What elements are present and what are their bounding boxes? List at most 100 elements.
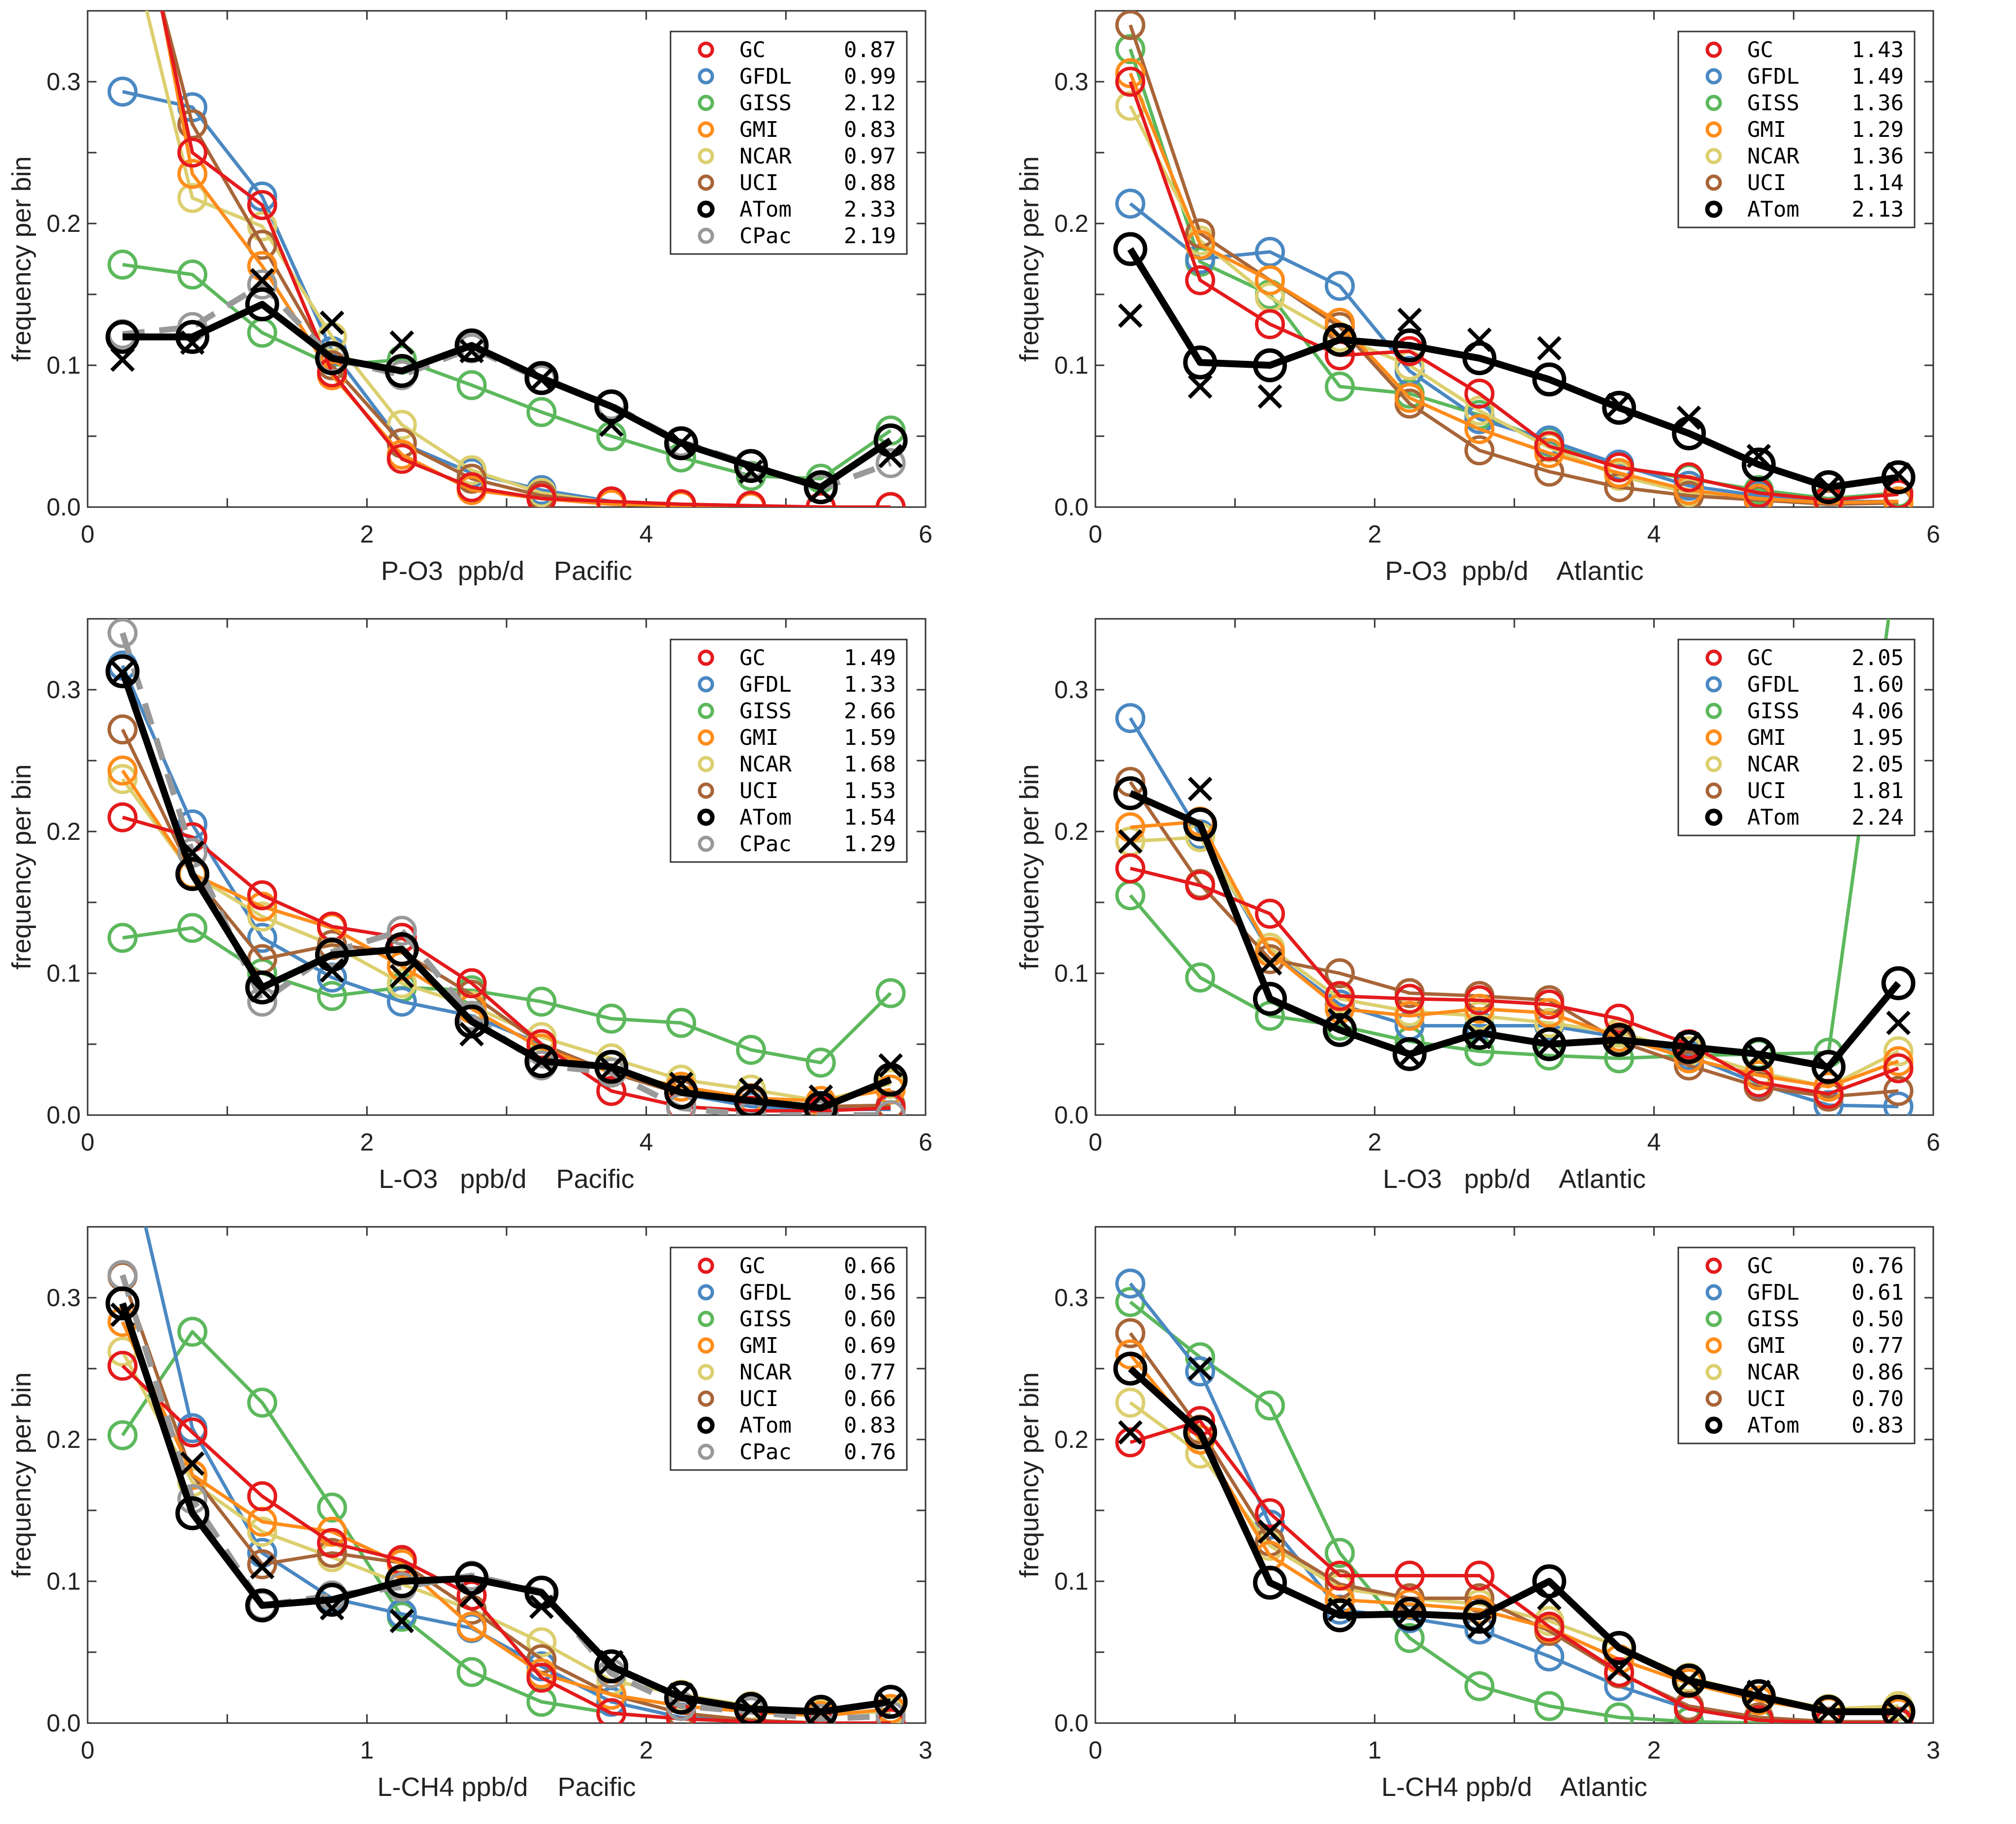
series-line-uci	[161, 11, 891, 507]
legend-item-gmi: GMI 0.83	[698, 117, 896, 142]
marker-gc	[456, 472, 487, 503]
atom-x-marker	[180, 1451, 205, 1476]
marker-gc	[1534, 1611, 1565, 1642]
legend-item-ncar: NCAR 1.68	[698, 752, 896, 777]
marker-gc	[1324, 1560, 1355, 1591]
legend-value: 2.66	[844, 699, 896, 724]
marker-gc	[386, 444, 417, 474]
legend-label: ATom	[1747, 1413, 1799, 1438]
legend-item-gmi: GMI 1.95	[1705, 725, 1904, 750]
marker-atom	[1602, 1023, 1636, 1057]
legend-value: 0.56	[844, 1280, 896, 1305]
atom-x-marker	[1606, 392, 1632, 417]
atom-x-marker	[1537, 336, 1562, 361]
atom-x-marker	[738, 1077, 764, 1102]
legend-label: GC	[1747, 37, 1773, 63]
marker-gmi	[1255, 265, 1285, 295]
legend-label: UCI	[1747, 778, 1786, 803]
legend-value: 1.49	[844, 645, 896, 671]
series-line-atom	[122, 301, 893, 491]
series-group	[105, 1227, 908, 1723]
legend-label: UCI	[1747, 170, 1786, 195]
panel-top-left: 0 2 4 6 0.0 0.1 0.2 0.3 P-O3 ppb/d Pacific freque…	[0, 0, 1008, 608]
x-tick-label: 3	[919, 1736, 932, 1764]
marker-giss	[177, 1316, 208, 1347]
x-axis-label: L-O3 ppb/d Atlantic	[1383, 1164, 1646, 1194]
marker-atom	[384, 354, 419, 388]
legend-label: ATom	[739, 805, 792, 830]
x-tick-label: 6	[1926, 520, 1940, 548]
atom-x-marker	[1816, 1699, 1841, 1723]
legend-item-gc: GC 1.43	[1705, 37, 1904, 63]
atom-x-marker	[599, 1650, 624, 1674]
legend-value: 0.99	[844, 64, 896, 89]
legend-value: 0.50	[1852, 1307, 1904, 1332]
marker-giss	[107, 250, 138, 280]
atom-x-marker	[1537, 1032, 1562, 1056]
legend-value: 2.13	[1852, 197, 1904, 222]
atom-x-marker	[110, 347, 135, 372]
legend-label: GC	[739, 1253, 766, 1279]
marker-gmi	[456, 1611, 487, 1642]
panel-middle-left: 0 2 4 6 0.0 0.1 0.2 0.3 L-O3 ppb/d Pacific freque…	[0, 608, 1008, 1216]
legend-label: UCI	[1747, 1386, 1786, 1411]
legend-label: NCAR	[1747, 1360, 1799, 1385]
marker-ncar	[526, 1022, 557, 1053]
marker-atom	[1392, 1037, 1427, 1071]
legend-label: GISS	[1747, 91, 1799, 116]
series-group	[1113, 1268, 1916, 1723]
atom-x-marker	[250, 978, 275, 1003]
marker-gfdl	[386, 987, 417, 1017]
legend-item-uci: UCI 0.66	[698, 1386, 896, 1411]
legend-marker-icon	[1705, 676, 1722, 693]
legend-label: GFDL	[1747, 672, 1799, 697]
legend-label: ATom	[1747, 805, 1799, 830]
x-tick-label: 1	[360, 1736, 374, 1764]
marker-gc	[1464, 985, 1495, 1016]
x-tick-label: 0	[81, 1128, 95, 1156]
marker-atom	[175, 1496, 210, 1531]
marker-atom	[734, 1692, 768, 1723]
legend-marker-icon	[697, 1416, 715, 1434]
atom-x-marker	[180, 840, 205, 865]
atom-x-marker	[1397, 1043, 1422, 1068]
legend-value: 1.60	[1852, 672, 1904, 697]
legend-marker-icon	[1705, 200, 1723, 218]
legend-marker-icon	[1705, 68, 1722, 85]
legend-marker-icon	[698, 1337, 714, 1354]
marker-gmi	[1464, 414, 1495, 445]
x-tick-label: 4	[1647, 1128, 1661, 1156]
legend-item-giss: GISS 0.60	[698, 1307, 896, 1332]
series-group	[105, 619, 908, 1115]
atom-x-marker	[1118, 1420, 1143, 1445]
marker-uci	[456, 463, 487, 494]
legend-item-cpac: CPac 2.19	[698, 224, 896, 249]
atom-x-marker	[459, 339, 484, 364]
x-tick-label: 4	[1647, 520, 1661, 548]
legend-value: 0.77	[844, 1360, 896, 1385]
marker-gmi	[317, 1516, 347, 1547]
marker-atom	[594, 1649, 629, 1684]
legend-marker-icon	[1705, 703, 1722, 719]
x-tick-label: 0	[1088, 520, 1102, 548]
marker-atom	[524, 1044, 559, 1079]
legend-item-gc: GC 2.05	[1705, 645, 1904, 671]
legend-item-gfdl: GFDL 1.49	[1705, 64, 1904, 89]
marker-gc	[1883, 479, 1914, 507]
marker-atom	[245, 1588, 280, 1623]
marker-atom	[1602, 390, 1636, 425]
legend-value: 1.59	[844, 725, 896, 750]
legend-item-gmi: GMI 1.29	[1705, 117, 1904, 142]
marker-ncar	[107, 764, 138, 794]
marker-atom	[1183, 1415, 1217, 1450]
marker-giss	[107, 1420, 138, 1450]
marker-uci	[1674, 1050, 1704, 1081]
y-tick-label: 0.2	[1054, 1426, 1088, 1453]
x-tick-label: 6	[1926, 1128, 1940, 1156]
legend-item-uci: UCI 0.88	[698, 170, 896, 195]
atom-x-marker	[1327, 1597, 1352, 1622]
marker-atom	[175, 857, 210, 891]
marker-gc	[1604, 452, 1634, 482]
marker-gc	[1255, 1498, 1285, 1529]
